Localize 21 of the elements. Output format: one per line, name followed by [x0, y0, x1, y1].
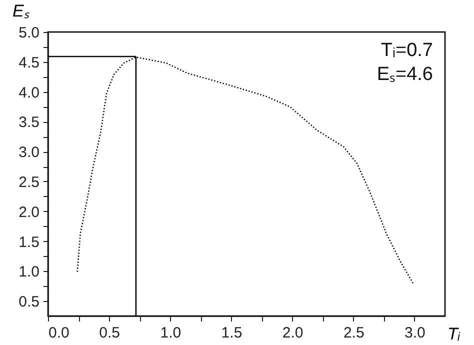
y-tick-label: 2.5 — [18, 174, 40, 191]
x-tick-label: 0.5 — [99, 324, 120, 342]
y-tick-label: 4.5 — [18, 54, 40, 72]
annotation: Eₛ=4.6 — [376, 64, 433, 85]
annotation: Tᵢ=0.7 — [380, 40, 433, 61]
y-tick-label: 1.5 — [18, 234, 40, 251]
x-tick-label: 1.0 — [160, 324, 182, 342]
y-tick-label: 0.5 — [18, 294, 40, 311]
y-tick-label: 5.0 — [18, 24, 40, 42]
x-tick-label: 1.5 — [221, 324, 242, 342]
x-tick-label: 0.0 — [48, 324, 70, 342]
y-tick-label: 4.0 — [18, 84, 40, 102]
y-tick-label: 3.5 — [18, 114, 40, 132]
x-tick-label: 2.5 — [343, 324, 364, 342]
x-tick-label: 3.0 — [404, 324, 426, 342]
y-tick-label: 1.0 — [18, 264, 40, 281]
x-tick-label: 2.0 — [282, 324, 304, 342]
x-axis-title: Tᵢ — [448, 324, 461, 344]
y-tick-label: 2.0 — [18, 204, 40, 221]
y-tick-label: 3.0 — [18, 144, 40, 162]
y-axis-title: Eₛ — [12, 2, 30, 20]
